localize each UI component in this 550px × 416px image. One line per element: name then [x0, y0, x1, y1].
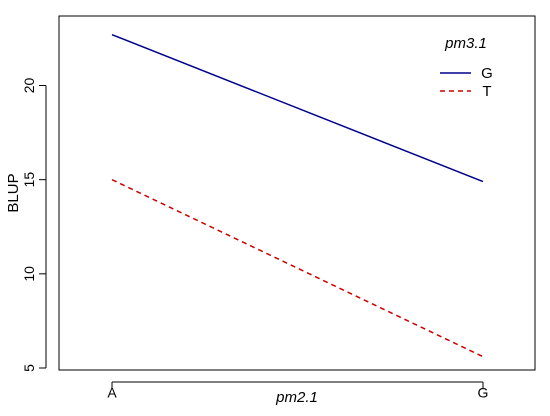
x-tick-label: G — [478, 384, 489, 400]
y-tick-label: 15 — [21, 172, 37, 188]
x-tick-label: A — [107, 384, 117, 400]
y-axis: 5 10 15 20 — [21, 78, 47, 372]
y-tick-label: 20 — [21, 78, 37, 94]
legend-label-t: T — [482, 83, 491, 100]
series-lines — [111, 33, 484, 358]
legend-label-g: G — [481, 65, 493, 82]
y-tick-label: 5 — [21, 364, 37, 372]
y-tick-label: 10 — [21, 266, 37, 282]
series-line-t — [111, 178, 484, 358]
legend: pm3.1 GT — [440, 35, 493, 100]
plot-frame — [58, 15, 536, 371]
x-axis-label: pm2.1 — [275, 389, 318, 406]
y-axis-label: BLUP — [5, 173, 22, 212]
series-line-g — [111, 33, 484, 183]
legend-title: pm3.1 — [444, 35, 487, 52]
